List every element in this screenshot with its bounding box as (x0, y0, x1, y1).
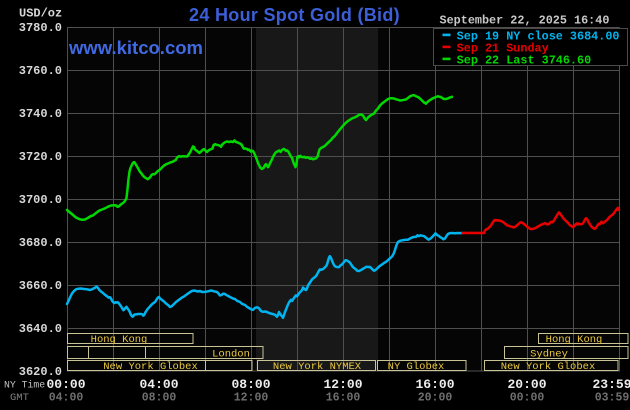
svg-text:24 Hour Spot Gold (Bid): 24 Hour Spot Gold (Bid) (189, 5, 400, 25)
svg-text:12:00: 12:00 (323, 377, 362, 392)
svg-text:Sep 19 NY close 3684.00: Sep 19 NY close 3684.00 (443, 30, 620, 44)
svg-text:3660.0: 3660.0 (19, 279, 62, 293)
svg-text:NY Globex: NY Globex (388, 361, 445, 373)
svg-text:September 22, 2025 16:40: September 22, 2025 16:40 (440, 14, 610, 28)
svg-text:08:00: 08:00 (142, 392, 177, 405)
svg-text:Hong Kong: Hong Kong (546, 334, 603, 346)
svg-text:USD/oz: USD/oz (19, 7, 62, 21)
svg-text:00:00: 00:00 (46, 377, 85, 392)
svg-text:20:00: 20:00 (418, 392, 453, 405)
svg-text:3780.0: 3780.0 (19, 21, 62, 35)
svg-text:3680.0: 3680.0 (19, 236, 62, 250)
svg-text:3620.0: 3620.0 (19, 365, 62, 379)
svg-text:23:59: 23:59 (592, 377, 630, 392)
svg-text:New York Globex: New York Globex (103, 361, 198, 373)
svg-text:New York NYMEX: New York NYMEX (273, 361, 362, 373)
svg-text:Sep 21 Sunday: Sep 21 Sunday (443, 42, 549, 56)
svg-text:Hong Kong: Hong Kong (91, 334, 148, 346)
svg-text:3760.0: 3760.0 (19, 64, 62, 78)
svg-text:03:59: 03:59 (595, 392, 630, 405)
svg-text:3720.0: 3720.0 (19, 150, 62, 164)
svg-text:20:00: 20:00 (507, 377, 546, 392)
svg-text:Sydney: Sydney (530, 349, 568, 361)
svg-text:00:00: 00:00 (510, 392, 545, 405)
svg-text:3700.0: 3700.0 (19, 193, 62, 207)
svg-text:16:00: 16:00 (326, 392, 361, 405)
svg-text:Sep 22 Last 3746.60: Sep 22 Last 3746.60 (443, 54, 592, 68)
svg-text:www.kitco.com: www.kitco.com (68, 37, 203, 58)
svg-text:08:00: 08:00 (231, 377, 270, 392)
svg-text:3740.0: 3740.0 (19, 107, 62, 121)
svg-text:New York Globex: New York Globex (501, 361, 596, 373)
svg-text:16:00: 16:00 (415, 377, 454, 392)
svg-text:04:00: 04:00 (49, 392, 84, 405)
svg-text:NY Time: NY Time (4, 380, 45, 391)
svg-text:12:00: 12:00 (234, 392, 269, 405)
svg-text:04:00: 04:00 (139, 377, 178, 392)
svg-text:3640.0: 3640.0 (19, 322, 62, 336)
svg-text:London: London (212, 349, 250, 361)
svg-text:GMT: GMT (10, 392, 29, 404)
